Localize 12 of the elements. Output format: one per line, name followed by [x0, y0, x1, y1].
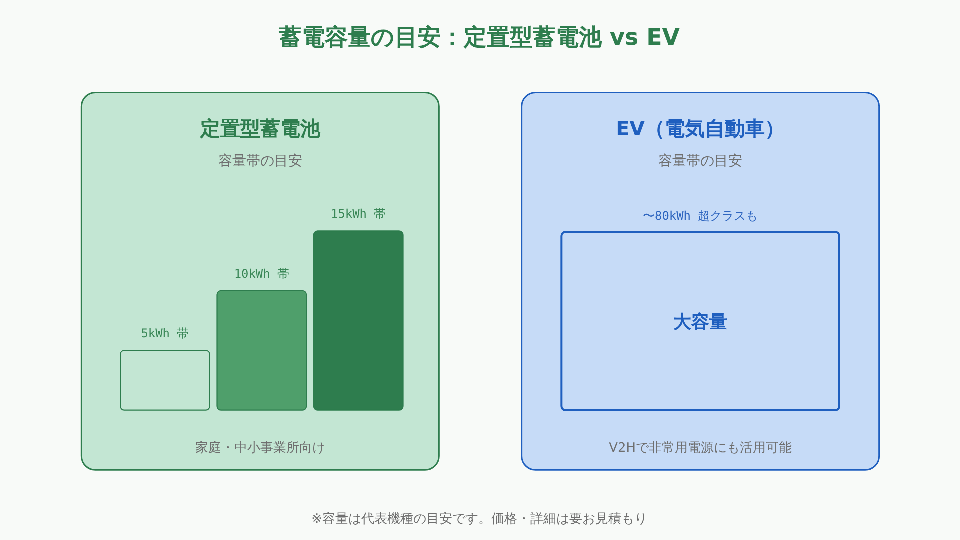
- text: 〜80kWh 超クラスも: [643, 209, 758, 224]
- chart-subtitle: 容量帯の目安: [218, 153, 302, 170]
- text: ※容量は代表機種の目安です。価格・詳細は要お見積もり: [312, 510, 648, 527]
- data-label: 15kWh 帯: [331, 207, 386, 222]
- data-label: 10kWh 帯: [234, 266, 290, 281]
- data-label: 5kWh 帯: [141, 326, 190, 341]
- text: EV（電気自動車）: [616, 118, 786, 141]
- text: 大容量: [672, 312, 728, 333]
- chart-title: 定置型蓄電池: [199, 118, 322, 141]
- text: V2Hで非常用電源にも活用可能: [609, 441, 792, 456]
- text: 容量帯の目安: [658, 153, 743, 170]
- text: 家庭・中小事業所向け: [195, 440, 326, 456]
